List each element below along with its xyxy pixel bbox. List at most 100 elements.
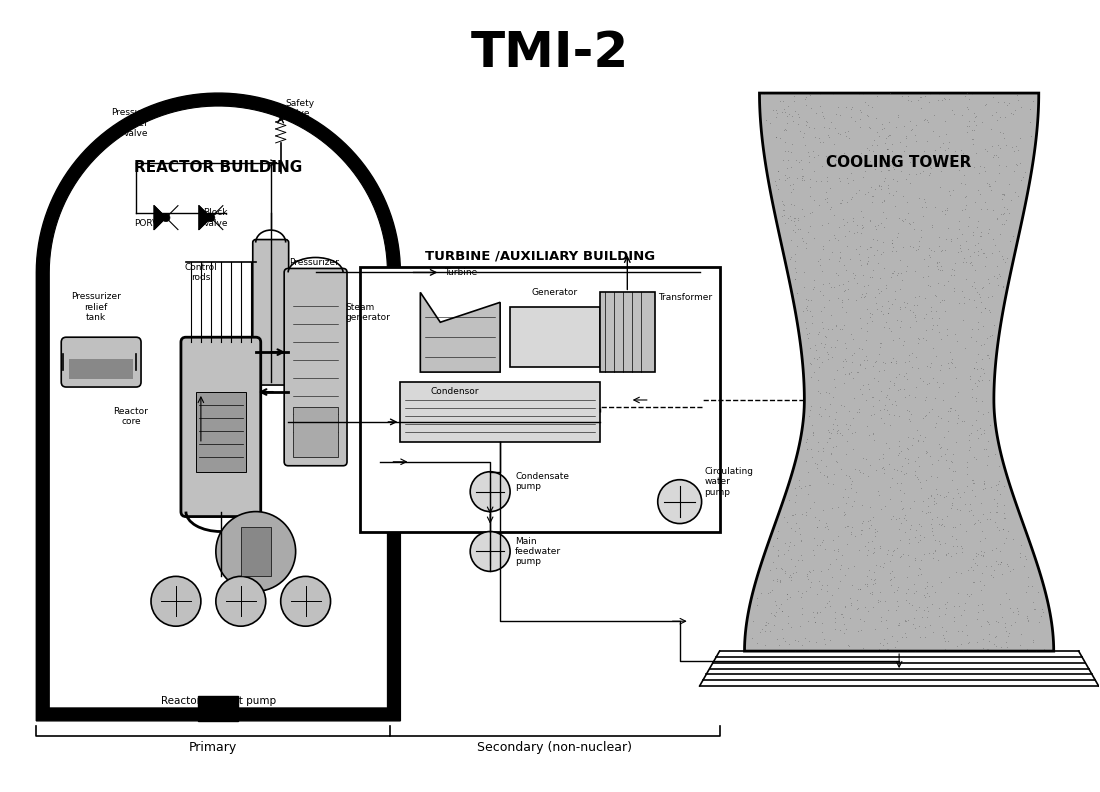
Point bbox=[805, 150, 823, 163]
Point bbox=[991, 227, 1009, 240]
Point bbox=[900, 89, 917, 102]
Point bbox=[1011, 157, 1028, 169]
Point bbox=[948, 482, 966, 495]
Point bbox=[802, 207, 820, 219]
Point bbox=[832, 246, 849, 258]
Point bbox=[915, 588, 933, 601]
Polygon shape bbox=[361, 268, 719, 531]
Point bbox=[913, 610, 931, 623]
Point bbox=[969, 432, 987, 444]
Point bbox=[881, 567, 899, 580]
Point bbox=[961, 588, 979, 600]
Point bbox=[802, 358, 820, 371]
Point bbox=[767, 131, 784, 143]
Point bbox=[922, 301, 939, 314]
Point bbox=[805, 232, 823, 245]
Point bbox=[945, 264, 962, 276]
Point bbox=[904, 215, 922, 228]
Point bbox=[805, 274, 823, 287]
Point bbox=[884, 377, 902, 390]
Point bbox=[976, 531, 993, 544]
Point bbox=[784, 183, 802, 196]
Point bbox=[783, 509, 801, 522]
Point bbox=[960, 428, 978, 441]
Point bbox=[879, 295, 896, 307]
Point bbox=[938, 596, 956, 608]
Point bbox=[910, 435, 927, 447]
Point bbox=[769, 543, 786, 556]
Point bbox=[946, 144, 964, 157]
Bar bbox=[69, 359, 133, 379]
Point bbox=[918, 135, 936, 147]
Point bbox=[865, 189, 882, 202]
Point bbox=[886, 265, 903, 277]
Point bbox=[946, 257, 964, 269]
Point bbox=[810, 351, 827, 364]
Point bbox=[805, 193, 823, 206]
Point bbox=[880, 307, 898, 319]
Point bbox=[801, 341, 818, 354]
Point bbox=[782, 571, 800, 584]
Point bbox=[851, 312, 869, 325]
Point bbox=[823, 571, 840, 584]
Point bbox=[860, 522, 878, 535]
Point bbox=[836, 147, 854, 159]
Point bbox=[891, 254, 909, 267]
Point bbox=[950, 215, 968, 227]
Point bbox=[981, 329, 999, 342]
Point bbox=[791, 223, 808, 235]
Point bbox=[999, 630, 1016, 642]
Point bbox=[861, 501, 879, 514]
Point bbox=[906, 552, 924, 565]
Point bbox=[808, 353, 826, 366]
Point bbox=[980, 352, 998, 365]
Point bbox=[842, 526, 859, 539]
Point bbox=[987, 640, 1004, 653]
Point bbox=[793, 174, 811, 187]
Point bbox=[821, 409, 838, 422]
Point bbox=[935, 629, 953, 642]
Point bbox=[1016, 550, 1034, 562]
Point bbox=[960, 93, 978, 105]
Point bbox=[898, 265, 915, 278]
Point bbox=[860, 110, 878, 123]
Point bbox=[982, 569, 1000, 581]
Point bbox=[820, 217, 837, 230]
Point bbox=[850, 543, 868, 556]
Point bbox=[968, 424, 986, 436]
Point bbox=[828, 427, 846, 440]
Point bbox=[910, 473, 927, 485]
Point bbox=[990, 459, 1008, 472]
Point bbox=[971, 295, 989, 308]
Point bbox=[952, 608, 969, 621]
Point bbox=[834, 355, 851, 367]
Point bbox=[845, 333, 862, 345]
Point bbox=[861, 240, 879, 253]
Point bbox=[918, 260, 936, 272]
Point bbox=[820, 353, 837, 366]
Point bbox=[795, 209, 813, 222]
Point bbox=[927, 289, 945, 302]
Point bbox=[768, 633, 785, 645]
Point bbox=[978, 559, 996, 572]
Point bbox=[945, 540, 962, 553]
Point bbox=[871, 502, 889, 515]
Point bbox=[891, 303, 909, 316]
Point bbox=[969, 237, 987, 249]
Point bbox=[798, 236, 815, 249]
Point bbox=[983, 328, 1001, 341]
Point bbox=[931, 255, 948, 268]
Point bbox=[990, 158, 1008, 171]
Point bbox=[892, 517, 910, 530]
Point bbox=[936, 204, 954, 216]
Point bbox=[957, 189, 975, 202]
Point bbox=[884, 543, 902, 556]
Point bbox=[772, 598, 790, 611]
Point bbox=[936, 143, 954, 156]
Point bbox=[851, 466, 869, 478]
Point bbox=[812, 175, 829, 188]
Point bbox=[939, 634, 957, 647]
Point bbox=[871, 404, 889, 417]
Point bbox=[972, 230, 990, 242]
Point bbox=[823, 246, 840, 258]
